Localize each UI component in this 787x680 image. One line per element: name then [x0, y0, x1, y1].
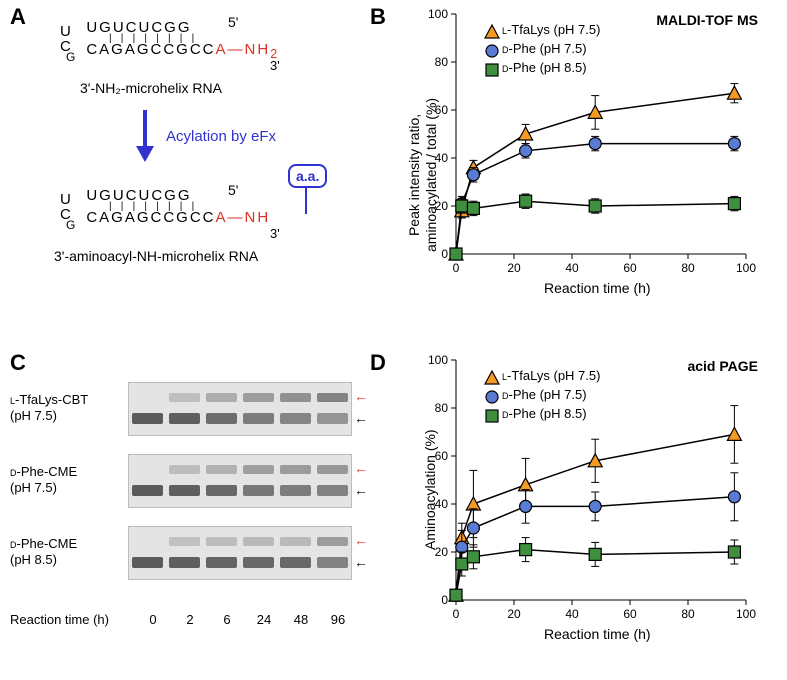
gel-arrow-black: ← — [354, 410, 368, 426]
rna-top-line2: CAGAGCCGCCA—NH2 — [74, 42, 279, 61]
gel-lane — [166, 527, 203, 579]
gel-lane — [203, 527, 240, 579]
legend-item: d-Phe (pH 7.5) — [484, 387, 600, 402]
gel-lane — [240, 383, 277, 435]
rna-top-loop-g: G — [66, 50, 75, 64]
panel-c: l-TfaLys-CBT(pH 7.5) ← ← d-Phe-CME(pH 7.5) ←… — [10, 360, 370, 670]
legend-item: d-Phe (pH 8.5) — [484, 406, 600, 421]
svg-text:60: 60 — [623, 261, 637, 275]
svg-text:100: 100 — [736, 607, 756, 621]
acylation-arrow — [130, 110, 160, 165]
aa-box: a.a. — [288, 164, 327, 188]
svg-text:0: 0 — [453, 607, 460, 621]
panel-d-xlabel: Reaction time (h) — [544, 626, 651, 642]
gel-lane — [129, 455, 166, 507]
svg-text:100: 100 — [428, 354, 448, 367]
gel-time-title: Reaction time (h) — [10, 612, 109, 627]
gel-lane — [129, 383, 166, 435]
gel-label: d-Phe-CME(pH 7.5) — [10, 464, 77, 495]
gel-arrow-red: ← — [354, 460, 368, 476]
panel-d-label: D — [370, 350, 386, 376]
gel-lane — [314, 527, 351, 579]
gel-lane — [277, 383, 314, 435]
gel-time: 2 — [177, 612, 203, 627]
gel-time: 96 — [325, 612, 351, 627]
gel-time: 24 — [251, 612, 277, 627]
svg-text:20: 20 — [507, 261, 521, 275]
gel-lane — [240, 527, 277, 579]
rna-top-3p: 3' — [270, 58, 280, 73]
rna-bot-loop-g: G — [66, 218, 75, 232]
rna-bot-line2: CAGAGCCGCCA—NH — [74, 210, 270, 225]
svg-text:0: 0 — [453, 261, 460, 275]
gel-label: l-TfaLys-CBT(pH 7.5) — [10, 392, 88, 423]
gel-lane — [129, 527, 166, 579]
panel-d-legend: l-TfaLys (pH 7.5) d-Phe (pH 7.5) d-Phe (pH… — [484, 368, 600, 425]
gel-image — [128, 454, 352, 508]
panel-d-tag: acid PAGE — [687, 358, 758, 374]
svg-text:80: 80 — [681, 261, 695, 275]
legend-item: d-Phe (pH 8.5) — [484, 60, 600, 75]
panel-d-ylabel: Aminoacylation (%) — [422, 429, 438, 550]
rna-top-caption: 3'-NH₂-microhelix RNA — [80, 80, 222, 96]
panel-b-legend: l-TfaLys (pH 7.5) d-Phe (pH 7.5) d-Phe (pH… — [484, 22, 600, 79]
gel-arrow-black: ← — [354, 482, 368, 498]
panel-d-chart: 020406080100020406080100 acid PAGE Amino… — [394, 354, 780, 676]
rna-bot-caption: 3'-aminoacyl-NH-microhelix RNA — [54, 248, 258, 264]
gel-label: d-Phe-CME(pH 8.5) — [10, 536, 77, 567]
svg-text:100: 100 — [736, 261, 756, 275]
gel-arrow-red: ← — [354, 388, 368, 404]
svg-text:60: 60 — [623, 607, 637, 621]
legend-item: l-TfaLys (pH 7.5) — [484, 22, 600, 37]
svg-text:0: 0 — [441, 247, 448, 261]
svg-text:0: 0 — [441, 593, 448, 607]
acylation-label: Acylation by eFx — [166, 128, 276, 145]
gel-lane — [203, 383, 240, 435]
gel-lane — [277, 527, 314, 579]
svg-text:80: 80 — [681, 607, 695, 621]
gel-time: 0 — [140, 612, 166, 627]
svg-text:40: 40 — [565, 261, 579, 275]
rna-bot-5p: 5' — [228, 182, 238, 198]
panel-b-xlabel: Reaction time (h) — [544, 280, 651, 296]
svg-text:80: 80 — [435, 55, 449, 69]
gel-arrow-black: ← — [354, 554, 368, 570]
gel-lane — [166, 455, 203, 507]
svg-text:20: 20 — [507, 607, 521, 621]
gel-lane — [314, 383, 351, 435]
gel-lane — [314, 455, 351, 507]
svg-text:40: 40 — [565, 607, 579, 621]
gel-time: 6 — [214, 612, 240, 627]
gel-image — [128, 382, 352, 436]
svg-text:100: 100 — [428, 8, 448, 21]
panel-b-chart: 020406080100020406080100 MALDI-TOF MS Pe… — [394, 8, 780, 330]
legend-item: l-TfaLys (pH 7.5) — [484, 368, 600, 383]
gel-time: 48 — [288, 612, 314, 627]
rna-top-5p: 5' — [228, 14, 238, 30]
gel-image — [128, 526, 352, 580]
rna-bot-3p: 3' — [270, 226, 280, 241]
panel-b-ylabel: Peak intensity ratio,aminoacylated / tot… — [406, 98, 440, 252]
svg-text:80: 80 — [435, 401, 449, 415]
legend-item: d-Phe (pH 7.5) — [484, 41, 600, 56]
gel-lane — [277, 455, 314, 507]
panel-b-tag: MALDI-TOF MS — [656, 12, 758, 28]
panel-a: UGUCUCGG 5' UC |||||||| CAGAGCCGCCA—NH2 … — [10, 10, 340, 330]
panel-b-label: B — [370, 4, 386, 30]
gel-lane — [203, 455, 240, 507]
gel-lane — [166, 383, 203, 435]
gel-lane — [240, 455, 277, 507]
gel-arrow-red: ← — [354, 532, 368, 548]
